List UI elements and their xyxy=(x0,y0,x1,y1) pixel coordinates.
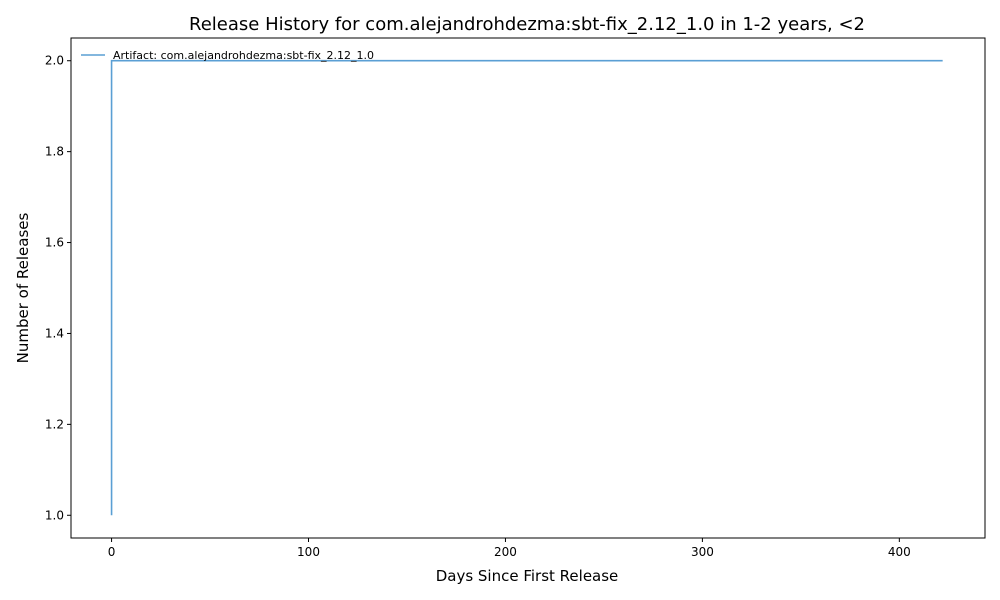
y-axis: 1.0 1.2 1.4 1.6 1.8 2.0 xyxy=(45,54,71,522)
y-tick-label: 1.2 xyxy=(45,417,64,431)
x-axis: 0 100 200 300 400 xyxy=(108,538,911,559)
y-tick-label: 1.4 xyxy=(45,326,64,340)
series-line xyxy=(110,59,943,516)
y-tick-label: 1.0 xyxy=(45,508,64,522)
x-tick-label: 300 xyxy=(691,545,714,559)
plot-area-frame xyxy=(70,37,986,539)
y-tick-label: 1.6 xyxy=(45,236,64,250)
x-tick-label: 200 xyxy=(494,545,517,559)
y-tick-label: 2.0 xyxy=(45,54,64,68)
y-axis-label: Number of Releases xyxy=(14,212,32,363)
legend: Artifact: com.alejandrohdezma:sbt-fix_2.… xyxy=(81,49,374,62)
x-tick-label: 0 xyxy=(108,545,116,559)
x-tick-label: 100 xyxy=(297,545,320,559)
x-tick-label: 400 xyxy=(888,545,911,559)
legend-label: Artifact: com.alejandrohdezma:sbt-fix_2.… xyxy=(113,49,374,62)
chart-title: Release History for com.alejandrohdezma:… xyxy=(189,14,865,35)
y-tick-label: 1.8 xyxy=(45,145,64,159)
x-axis-label: Days Since First Release xyxy=(436,567,619,585)
series-layer xyxy=(110,59,943,516)
